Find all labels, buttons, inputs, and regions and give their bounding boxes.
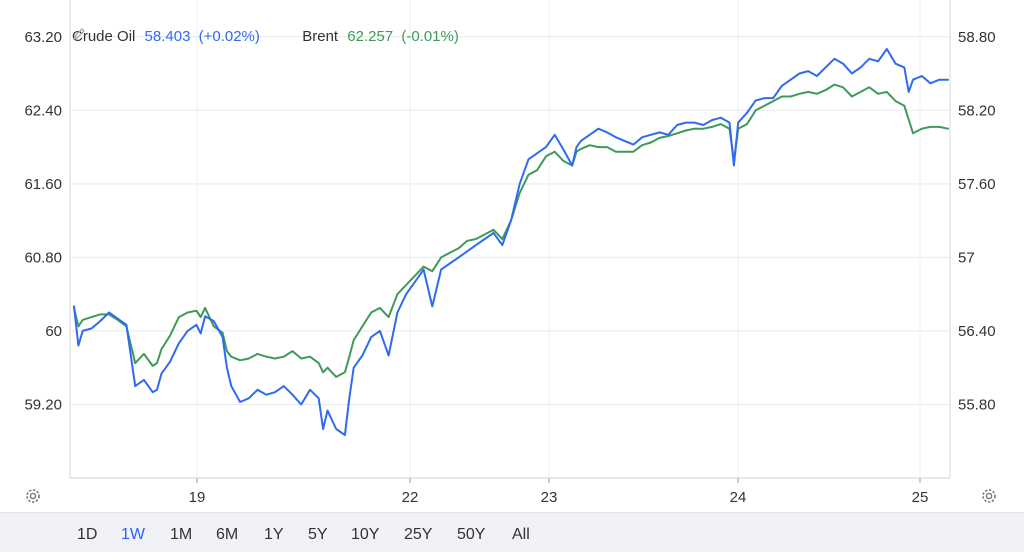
legend-name-crude: Crude Oil — [72, 27, 136, 45]
timeframe-25y[interactable]: 25Y — [404, 526, 433, 543]
left-tick-label: 60 — [45, 323, 62, 340]
pencil-icon[interactable] — [73, 28, 286, 43]
right-tick-label: 56.40 — [958, 323, 996, 340]
left-tick-label: 63.20 — [24, 29, 62, 46]
series-line-brent — [73, 83, 949, 378]
left-tick-label: 62.40 — [24, 102, 62, 119]
pencil-icon[interactable] — [73, 28, 485, 43]
timeframe-all[interactable]: All — [512, 526, 530, 543]
series-line-crude-oil — [73, 48, 949, 437]
right-tick-label: 58.80 — [958, 29, 996, 46]
legend-change-crude: (+0.02%) — [198, 27, 260, 45]
timeframe-1w[interactable]: 1W — [121, 526, 145, 543]
timeframe-1y[interactable]: 1Y — [264, 526, 284, 543]
gear-icon[interactable] — [23, 486, 43, 506]
right-tick-label: 55.80 — [958, 396, 996, 413]
legend-name-brent: Brent — [302, 27, 339, 45]
timeframe-6m[interactable]: 6M — [216, 526, 239, 543]
x-tick-label: 25 — [912, 489, 929, 506]
legend-change-brent: (-0.01%) — [401, 27, 459, 45]
right-tick-label: 57.60 — [958, 176, 996, 193]
left-tick-label: 59.20 — [24, 396, 62, 413]
timeframe-1m[interactable]: 1M — [170, 526, 193, 543]
timeframe-50y[interactable]: 50Y — [457, 526, 486, 543]
timeframe-10y[interactable]: 10Y — [351, 526, 380, 543]
timeframe-1d[interactable]: 1D — [77, 526, 98, 543]
timeframe-5y[interactable]: 5Y — [308, 526, 328, 543]
x-tick-label: 19 — [189, 489, 206, 506]
left-tick-label: 61.60 — [24, 176, 62, 193]
left-tick-label: 60.80 — [24, 249, 62, 266]
legend-value-crude: 58.403 — [144, 27, 191, 45]
gear-icon[interactable] — [979, 486, 999, 506]
timeframe-bar: 1D 1W 1M 6M 1Y 5Y 10Y 25Y 50Y All — [0, 512, 1024, 552]
right-tick-label: 58.20 — [958, 102, 996, 119]
x-tick-label: 23 — [541, 489, 558, 506]
x-tick-label: 22 — [402, 489, 419, 506]
right-tick-label: 57 — [958, 249, 975, 266]
legend-value-brent: 62.257 — [347, 27, 394, 45]
plot-area[interactable]: 63.20 62.40 61.60 60.80 60 59.20 58.80 58.20 57.… — [0, 0, 1024, 512]
legend: Crude Oil 58.403 (+0.02%) Brent 62.257 (… — [72, 27, 497, 45]
x-tick-label: 24 — [730, 489, 747, 506]
